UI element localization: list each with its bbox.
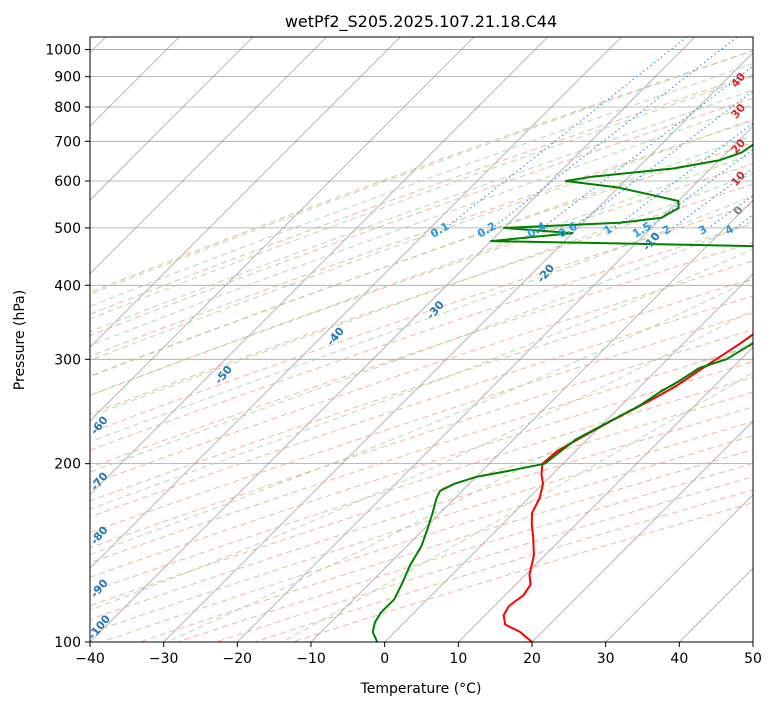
dry-adiabat-line xyxy=(90,74,753,315)
x-tick-label: 30 xyxy=(597,651,615,667)
x-tick-label: 10 xyxy=(449,651,467,667)
dry-adiabat-line xyxy=(90,142,753,377)
data-series xyxy=(371,143,753,642)
x-tick-label: −10 xyxy=(296,651,326,667)
dry-adiabat-line xyxy=(90,361,753,578)
x-axis-label: Temperature (°C) xyxy=(360,681,482,697)
mixing-ratio-line xyxy=(613,122,753,229)
mixing-ratio-line xyxy=(647,148,753,229)
x-tick-label: −20 xyxy=(223,651,253,667)
isotherm-line xyxy=(90,37,254,201)
y-tick-label: 1000 xyxy=(45,43,81,59)
isotherm-line xyxy=(237,125,753,642)
moist-adiabat-line xyxy=(90,195,753,443)
x-tick-label: 40 xyxy=(670,651,688,667)
mixing-ratio-line xyxy=(445,37,688,229)
moist-adiabat-line xyxy=(90,248,753,510)
isotherm-line xyxy=(90,37,401,348)
y-axis-label: Pressure (hPa) xyxy=(12,290,28,390)
dewpoint-profile-line xyxy=(371,143,753,642)
y-tick-label: 500 xyxy=(54,221,81,237)
isotherm-line xyxy=(90,37,327,275)
moist-adiabat-line xyxy=(90,220,753,473)
dry-adiabat-line xyxy=(90,163,753,396)
isotherm-line xyxy=(458,346,753,642)
plot-frame xyxy=(89,36,754,643)
x-tick-label: 0 xyxy=(380,651,389,667)
dry-adiabat-line xyxy=(90,260,753,485)
isotherm-line xyxy=(384,273,753,642)
moist-adiabat-line xyxy=(90,118,753,361)
axis-ticks: −40 −30 −20 −10 0 10 20 30 40 50 100 200 300 400 500 60… xyxy=(45,43,762,667)
y-tick-label: 100 xyxy=(54,635,81,651)
dry-adiabat-line xyxy=(90,223,753,451)
moist-adiabat-line xyxy=(90,172,753,418)
x-tick-label: 20 xyxy=(523,651,541,667)
moist-adiabat-line xyxy=(90,152,753,396)
dry-adiabat-line xyxy=(90,183,753,415)
x-tick-label: −40 xyxy=(75,651,105,667)
moist-adiabat-line xyxy=(90,50,753,295)
dry-adiabat-line xyxy=(90,391,753,607)
isotherm-line xyxy=(531,420,753,642)
isotherm-line xyxy=(90,37,696,642)
isotherm-line xyxy=(605,494,753,642)
chart-title: wetPf2_S205.2025.107.21.18.C44 xyxy=(285,12,557,32)
y-tick-label: 400 xyxy=(54,278,81,294)
moist-adiabat-line xyxy=(90,135,753,378)
moist-adiabat-line xyxy=(90,89,753,333)
moist-adiabat-line xyxy=(90,62,753,307)
mixing-ratio-line xyxy=(572,90,753,229)
isotherm-line xyxy=(90,37,548,496)
background-lines xyxy=(90,37,753,642)
x-tick-label: −30 xyxy=(149,651,179,667)
dry-adiabat-line xyxy=(90,97,753,337)
y-tick-label: 800 xyxy=(54,100,81,116)
x-tick-label: 50 xyxy=(744,651,762,667)
dry-adiabat-line xyxy=(90,329,753,549)
y-tick-label: 700 xyxy=(54,134,81,150)
temperature-profile-line xyxy=(502,333,753,642)
moist-adiabat-line xyxy=(90,278,753,556)
y-tick-label: 900 xyxy=(54,70,81,86)
isotherm-line xyxy=(90,37,622,569)
isotherm-line xyxy=(310,199,753,642)
dry-adiabat-line xyxy=(90,312,753,534)
moist-adiabat-line xyxy=(90,76,753,320)
y-tick-label: 600 xyxy=(54,174,81,190)
y-tick-label: 300 xyxy=(54,352,81,368)
dry-adiabat-line xyxy=(90,120,753,357)
dry-adiabat-line xyxy=(90,50,753,293)
dry-adiabat-line xyxy=(90,278,753,502)
y-tick-label: 200 xyxy=(54,457,81,473)
isotherm-line xyxy=(90,37,475,422)
